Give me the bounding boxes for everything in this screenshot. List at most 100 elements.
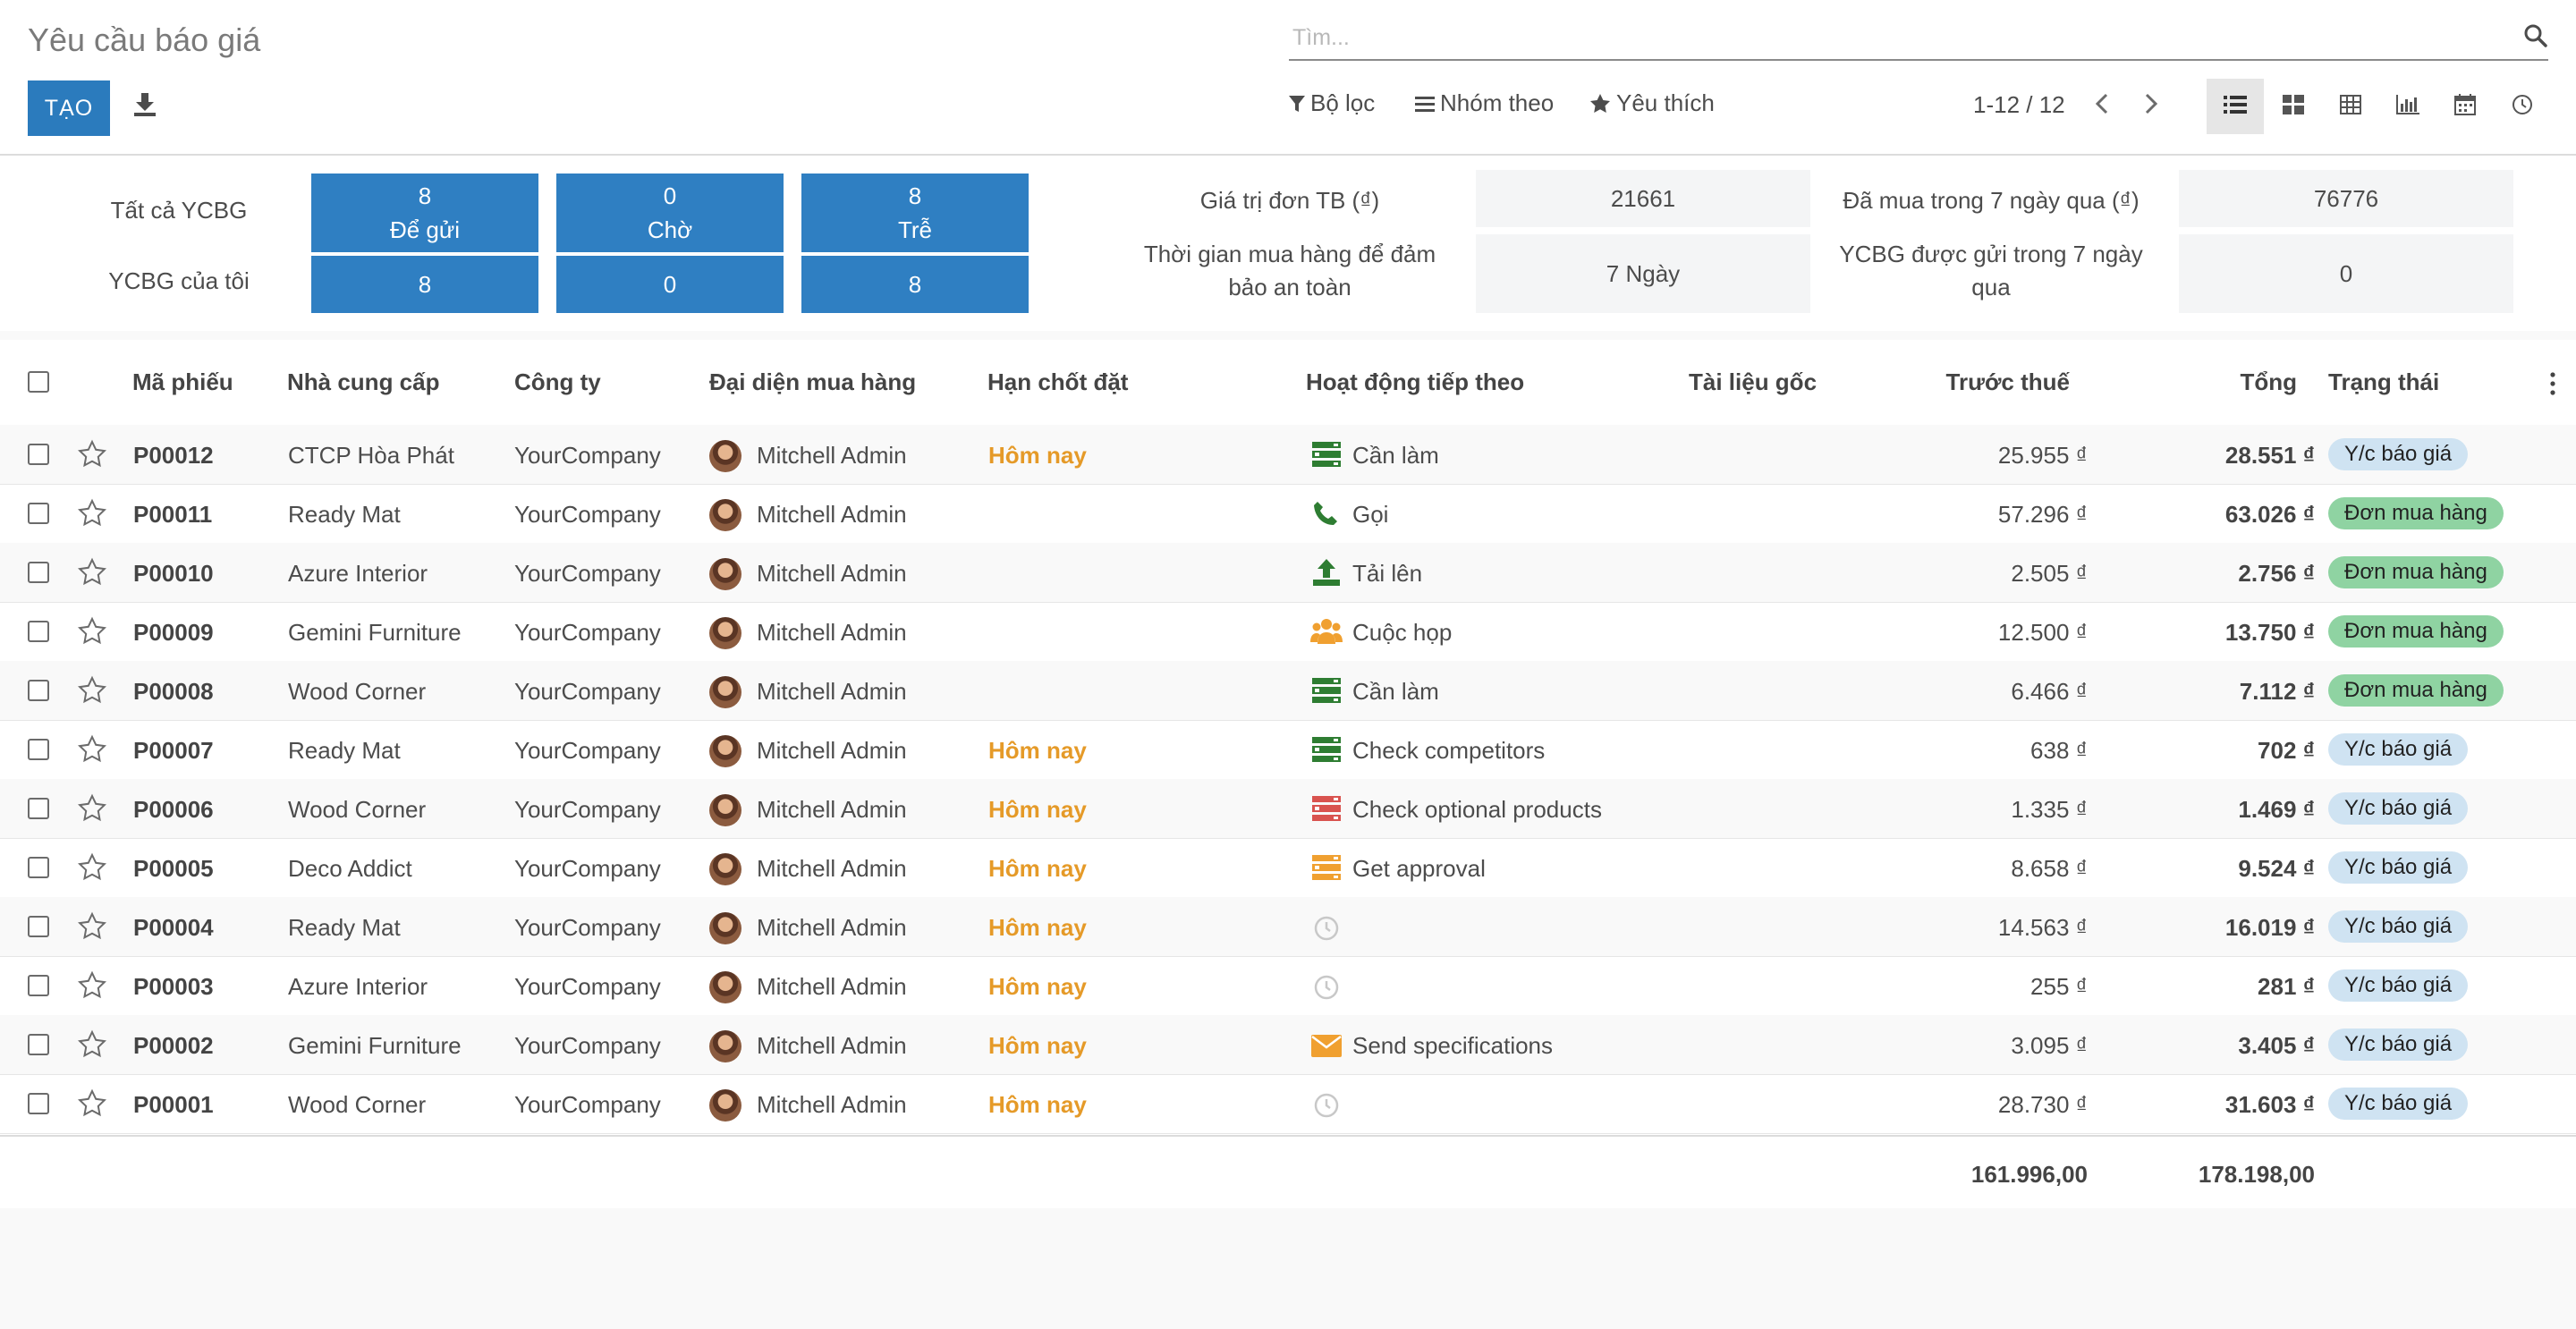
star-icon[interactable] <box>77 616 107 647</box>
pager-next-button[interactable] <box>2138 91 2165 120</box>
row-checkbox[interactable] <box>28 621 49 642</box>
column-ref[interactable]: Mã phiếu <box>132 368 233 395</box>
todo-icon[interactable] <box>1310 853 1343 884</box>
untaxed-sum: 161.996,00 <box>1970 1161 2088 1188</box>
download-icon[interactable] <box>131 89 159 122</box>
purchased-label: Đã mua trong 7 ngày qua (₫) <box>1843 187 2140 214</box>
star-icon[interactable] <box>77 675 107 706</box>
activity-view-button[interactable] <box>2494 79 2551 134</box>
column-activity[interactable]: Hoạt động tiếp theo <box>1306 368 1525 395</box>
tile-my-late[interactable]: 8 <box>801 256 1029 313</box>
row-total: 9.524 ₫ <box>2238 855 2315 882</box>
clock-icon[interactable] <box>1310 971 1343 1002</box>
row-checkbox[interactable] <box>28 680 49 701</box>
table-row[interactable]: P00003 Azure Interior YourCompany Mitche… <box>0 956 2576 1016</box>
list-view-button[interactable] <box>2207 79 2264 134</box>
row-checkbox[interactable] <box>28 739 49 760</box>
star-icon[interactable] <box>77 557 107 588</box>
table-row[interactable]: P00011 Ready Mat YourCompany Mitchell Ad… <box>0 484 2576 544</box>
row-vendor: Ready Mat <box>288 737 401 764</box>
tile-label: Để gửi <box>389 216 461 243</box>
table-row[interactable]: P00002 Gemini Furniture YourCompany Mitc… <box>0 1015 2576 1075</box>
row-untaxed: 638 ₫ <box>2030 737 2088 764</box>
column-deadline[interactable]: Hạn chốt đặt <box>987 368 1129 395</box>
star-icon[interactable] <box>77 793 107 824</box>
star-icon[interactable] <box>77 911 107 942</box>
row-untaxed: 57.296 ₫ <box>1997 501 2088 528</box>
row-checkbox[interactable] <box>28 1034 49 1055</box>
table-row[interactable]: P00006 Wood Corner YourCompany Mitchell … <box>0 779 2576 839</box>
avatar <box>709 440 741 472</box>
favorites-button[interactable]: Yêu thích <box>1589 89 1715 117</box>
row-checkbox[interactable] <box>28 562 49 583</box>
avatar <box>709 912 741 944</box>
calendar-view-button[interactable] <box>2436 79 2494 134</box>
kanban-view-button[interactable] <box>2265 79 2322 134</box>
table-row[interactable]: P00012 CTCP Hòa Phát YourCompany Mitchel… <box>0 425 2576 485</box>
row-checkbox[interactable] <box>28 503 49 524</box>
row-checkbox[interactable] <box>28 798 49 819</box>
row-checkbox[interactable] <box>28 444 49 465</box>
pager-value[interactable]: 1-12 / 12 <box>1973 91 2065 118</box>
star-icon[interactable] <box>77 852 107 883</box>
row-checkbox[interactable] <box>28 857 49 878</box>
todo-icon[interactable] <box>1310 794 1343 825</box>
todo-icon[interactable] <box>1310 440 1343 470</box>
star-icon[interactable] <box>77 1088 107 1119</box>
column-vendor[interactable]: Nhà cung cấp <box>287 368 440 395</box>
row-checkbox[interactable] <box>28 1093 49 1114</box>
filter-button[interactable]: Bộ lọc <box>1289 89 1375 117</box>
star-icon[interactable] <box>77 498 107 529</box>
kanban-view-icon <box>2283 94 2304 119</box>
column-untaxed[interactable]: Trước thuế <box>1945 368 2070 395</box>
pager-previous-button[interactable] <box>2089 91 2115 120</box>
todo-icon[interactable] <box>1310 676 1343 707</box>
row-deadline: Hôm nay <box>988 973 1087 1000</box>
table-row[interactable]: P00010 Azure Interior YourCompany Mitche… <box>0 543 2576 603</box>
table-row[interactable]: P00005 Deco Addict YourCompany Mitchell … <box>0 838 2576 898</box>
graph-view-button[interactable] <box>2379 79 2436 134</box>
row-company: YourCompany <box>514 619 661 646</box>
column-company[interactable]: Công ty <box>514 368 601 395</box>
avatar <box>709 1089 741 1122</box>
column-total[interactable]: Tổng <box>2240 368 2297 395</box>
table-row[interactable]: P00009 Gemini Furniture YourCompany Mitc… <box>0 602 2576 662</box>
create-button[interactable]: TẠO <box>28 80 110 136</box>
table-row[interactable]: P00007 Ready Mat YourCompany Mitchell Ad… <box>0 720 2576 780</box>
column-origin[interactable]: Tài liệu gốc <box>1689 368 1818 395</box>
tile-my-to-send[interactable]: 8 <box>311 256 538 313</box>
row-checkbox[interactable] <box>28 916 49 937</box>
envelope-icon[interactable] <box>1310 1030 1343 1061</box>
tile-waiting[interactable]: 0 Chờ <box>556 174 784 252</box>
pivot-view-button[interactable] <box>2322 79 2379 134</box>
column-options-icon[interactable] <box>2549 372 2558 397</box>
table-row[interactable]: P00008 Wood Corner YourCompany Mitchell … <box>0 661 2576 721</box>
search-icon[interactable] <box>2523 23 2548 48</box>
row-untaxed: 1.335 ₫ <box>2011 796 2088 823</box>
column-status[interactable]: Trạng thái <box>2328 368 2440 395</box>
tile-count: 0 <box>663 271 677 298</box>
star-icon[interactable] <box>77 734 107 765</box>
groupby-button[interactable]: Nhóm theo <box>1415 89 1554 117</box>
row-checkbox[interactable] <box>28 975 49 996</box>
tile-to-send[interactable]: 8 Để gửi <box>311 174 538 252</box>
phone-icon[interactable] <box>1310 499 1343 529</box>
search-input[interactable] <box>1291 20 2484 55</box>
upload-icon[interactable] <box>1310 558 1343 588</box>
tile-late[interactable]: 8 Trễ <box>801 174 1029 252</box>
tile-my-waiting[interactable]: 0 <box>556 256 784 313</box>
star-icon[interactable] <box>77 970 107 1001</box>
star-icon[interactable] <box>77 439 107 470</box>
users-icon[interactable] <box>1310 617 1343 648</box>
select-all-checkbox[interactable] <box>28 371 49 393</box>
star-icon[interactable] <box>77 1029 107 1060</box>
column-buyer[interactable]: Đại diện mua hàng <box>709 368 917 395</box>
table-header: Mã phiếu Nhà cung cấp Công ty Đại diện m… <box>0 340 2576 427</box>
clock-icon[interactable] <box>1310 1089 1343 1120</box>
table-row[interactable]: P00004 Ready Mat YourCompany Mitchell Ad… <box>0 897 2576 957</box>
todo-icon[interactable] <box>1310 735 1343 766</box>
row-buyer: Mitchell Admin <box>757 619 907 646</box>
table-row[interactable]: P00001 Wood Corner YourCompany Mitchell … <box>0 1074 2576 1134</box>
clock-icon[interactable] <box>1310 912 1343 943</box>
row-buyer: Mitchell Admin <box>757 973 907 1000</box>
